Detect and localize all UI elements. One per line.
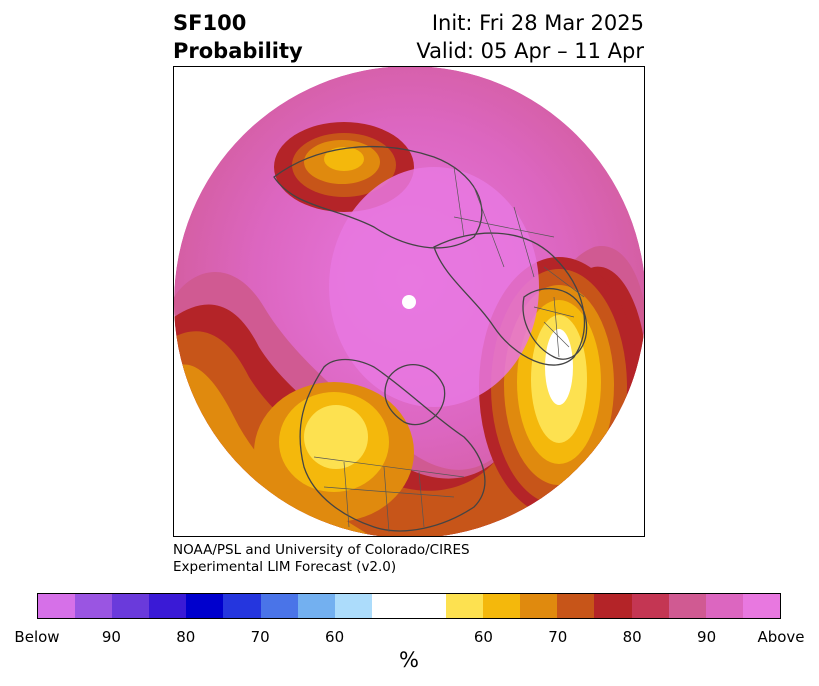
border-lines-eurasia <box>453 166 585 298</box>
coastline-eurasia <box>433 232 586 366</box>
colorbar-tick-label: 70 <box>250 628 270 646</box>
colorbar-segment <box>186 594 224 618</box>
map-credit: NOAA/PSL and University of Colorado/CIRE… <box>173 542 470 576</box>
colorbar-tick-label: 70 <box>548 628 568 646</box>
colorbar-tick-label: 90 <box>101 628 121 646</box>
colorbar-segment <box>38 594 76 618</box>
variable-name: SF100 <box>173 11 247 35</box>
colorbar-tick-label: Below <box>14 628 60 646</box>
colorbar-segment <box>223 594 261 618</box>
credit-line-2: Experimental LIM Forecast (v2.0) <box>173 559 397 575</box>
probability-map-svg <box>174 67 644 536</box>
probability-field <box>174 67 644 536</box>
political-borders <box>313 166 585 533</box>
colorbar-segment <box>668 594 706 618</box>
colorbar-segment <box>297 594 335 618</box>
coastline-europe <box>522 287 588 360</box>
center-west-na-inner <box>304 405 368 469</box>
valid-date: Valid: 05 Apr – 11 Apr <box>416 39 644 63</box>
center-alaska-inner <box>324 147 364 171</box>
colorbar-segment <box>520 594 558 618</box>
map-title: SF100 Probability <box>173 9 303 65</box>
colorbar-segment <box>371 594 409 618</box>
pole-hole <box>402 295 416 309</box>
colorbar-segment <box>594 594 632 618</box>
colorbar-segment <box>334 594 372 618</box>
colorbar-segment <box>260 594 298 618</box>
arctic-bright <box>329 167 539 407</box>
init-date: Init: Fri 28 Mar 2025 <box>431 11 644 35</box>
colorbar-tick-label: 80 <box>176 628 196 646</box>
border-lines-na <box>313 456 465 533</box>
border-lines-europe <box>533 296 575 358</box>
colorbar-tick-label: 60 <box>325 628 345 646</box>
coastline-north-america <box>299 358 486 532</box>
colorbar-segment <box>631 594 669 618</box>
center-europe-white <box>545 329 573 405</box>
colorbar-segment <box>408 594 447 618</box>
forecast-dates: Init: Fri 28 Mar 2025 Valid: 05 Apr – 11… <box>416 9 644 65</box>
colorbar-tick-label: 60 <box>473 628 493 646</box>
colorbar-segment <box>483 594 521 618</box>
coastline-asia <box>273 145 483 249</box>
coastline-greenland <box>384 364 446 426</box>
colorbar-segment <box>446 594 484 618</box>
credit-line-1: NOAA/PSL and University of Colorado/CIRE… <box>173 542 470 558</box>
colorbar <box>37 593 781 619</box>
variable-subtitle: Probability <box>173 39 303 63</box>
colorbar-tick-label: Above <box>757 628 805 646</box>
colorbar-segment <box>149 594 187 618</box>
colorbar-segment <box>75 594 113 618</box>
colorbar-segment <box>705 594 743 618</box>
colorbar-segment <box>112 594 150 618</box>
coastlines <box>273 145 588 532</box>
colorbar-tick-label: 90 <box>697 628 717 646</box>
colorbar-tick-label: 80 <box>622 628 642 646</box>
colorbar-segment <box>557 594 595 618</box>
colorbar-segment <box>742 594 780 618</box>
forecast-map <box>173 66 645 537</box>
colorbar-unit: % <box>399 648 419 672</box>
